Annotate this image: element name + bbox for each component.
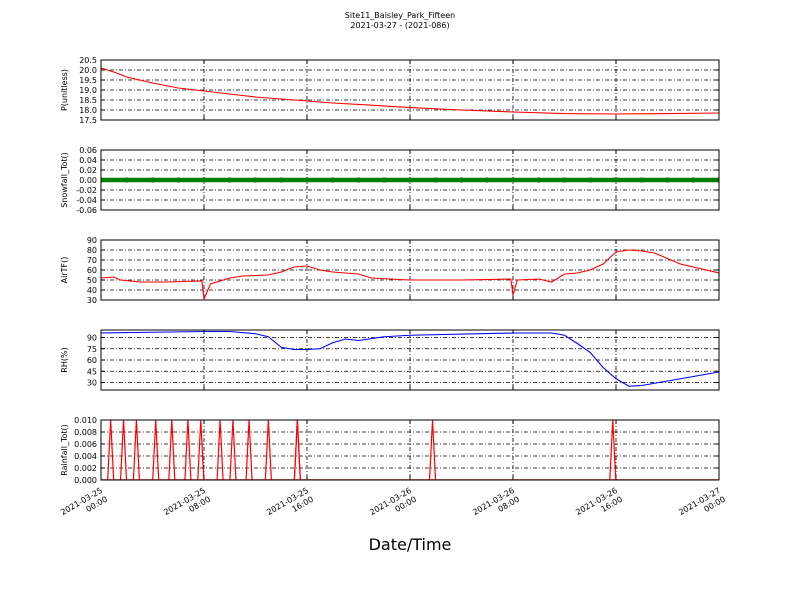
rain-spike	[197, 420, 205, 480]
y-tick-label: 0.008	[74, 428, 97, 437]
figure-subtitle: 2021-03-27 - (2021-086)	[350, 21, 450, 30]
y-tick-label: -0.04	[76, 196, 97, 205]
plot-frame	[100, 149, 720, 211]
y-tick-label: 0.02	[79, 166, 97, 175]
x-tick-label: 2021-03-2516:00	[265, 486, 315, 526]
rain-spike	[107, 420, 115, 480]
series-line	[101, 330, 719, 387]
y-tick-label: 75	[87, 345, 97, 354]
y-tick-label: 60	[87, 356, 97, 365]
y-tick-label: 0.00	[79, 176, 97, 185]
y-tick-label: 20.0	[79, 66, 97, 75]
y-tick-label: -0.06	[76, 206, 97, 215]
rain-spike	[264, 420, 272, 480]
series-line	[101, 67, 719, 115]
y-tick-label: -0.02	[76, 186, 97, 195]
figure-title-block: Site11_Baisley_Park_Fifteen 2021-03-27 -…	[0, 11, 800, 31]
series-2	[101, 177, 719, 183]
x-tick-label: 2021-03-2508:00	[162, 486, 212, 526]
figure-title: Site11_Baisley_Park_Fifteen	[344, 11, 456, 20]
y-tick-label: 40	[87, 286, 97, 295]
y-axis-label: Rainfall_Tot()	[60, 424, 69, 476]
series-4	[101, 330, 719, 387]
chart-panel-5: 0.000 0.002 0.004 0.006 0.008 0.010 Rainfall_T…	[60, 416, 720, 485]
y-tick-label: 0.004	[74, 452, 97, 461]
y-tick-label: 60	[87, 266, 97, 275]
y-axis-label: P(unitless)	[60, 69, 69, 111]
plot-frame	[100, 419, 720, 481]
y-tick-label: 18.5	[79, 96, 97, 105]
plot-frame	[100, 239, 720, 301]
chart-panel-4: 30 45 60 75 90 RH(%)	[60, 329, 720, 391]
plot-frame	[100, 59, 720, 121]
y-tick-label: 0.006	[74, 440, 97, 449]
x-tick-label: 2021-03-2608:00	[471, 486, 521, 526]
y-tick-label: 30	[87, 296, 97, 305]
y-axis-label: RH(%)	[60, 347, 69, 372]
x-tick-label: 2021-03-2700:00	[677, 486, 727, 526]
y-tick-label: 19.5	[79, 76, 97, 85]
rain-spike	[184, 420, 192, 480]
y-tick-label: 30	[87, 379, 97, 388]
y-tick-label: 0.010	[74, 416, 97, 425]
y-tick-label: 90	[87, 334, 97, 343]
y-tick-label: 50	[87, 276, 97, 285]
rain-spike	[152, 420, 160, 480]
y-tick-label: 0.06	[79, 146, 97, 155]
rain-spike	[119, 420, 128, 480]
y-tick-label: 17.5	[79, 116, 97, 125]
x-axis-label: Date/Time	[369, 535, 452, 554]
rain-spike	[609, 420, 617, 480]
chart-panel-1: 17.518.018.519.019.520.020.5 P(unitless)	[60, 56, 720, 125]
y-tick-label: 70	[87, 256, 97, 265]
y-tick-label: 0.04	[79, 156, 97, 165]
series-3	[101, 249, 719, 300]
x-tick-label: 2021-03-2600:00	[368, 486, 418, 526]
x-tick-label: 2021-03-2500:00	[59, 486, 109, 526]
rain-spike	[216, 420, 224, 480]
x-tick-label: 2021-03-2616:00	[574, 486, 624, 526]
chart-panel-2: -0.06-0.04-0.020.000.020.040.06 Snowfall_…	[60, 146, 720, 215]
y-tick-label: 20.5	[79, 56, 97, 65]
rain-spike	[428, 420, 437, 480]
series-5	[101, 420, 719, 480]
y-tick-label: 80	[87, 246, 97, 255]
y-tick-label: 18.0	[79, 106, 97, 115]
plot-frame	[100, 329, 720, 391]
y-tick-label: 19.0	[79, 86, 97, 95]
rain-spike	[168, 420, 176, 480]
series-line	[101, 249, 719, 300]
y-tick-label: 0.002	[74, 464, 97, 473]
y-tick-label: 0.000	[74, 476, 97, 485]
rain-spike	[293, 420, 301, 480]
y-tick-label: 90	[87, 236, 97, 245]
series-1	[101, 67, 719, 115]
y-axis-label: AirTF()	[60, 257, 69, 284]
rain-spike	[132, 420, 141, 480]
y-axis-label: Snowfall_Tot()	[60, 152, 69, 208]
rain-spike	[229, 420, 237, 480]
rain-spike	[245, 420, 253, 480]
y-tick-label: 45	[87, 367, 97, 376]
